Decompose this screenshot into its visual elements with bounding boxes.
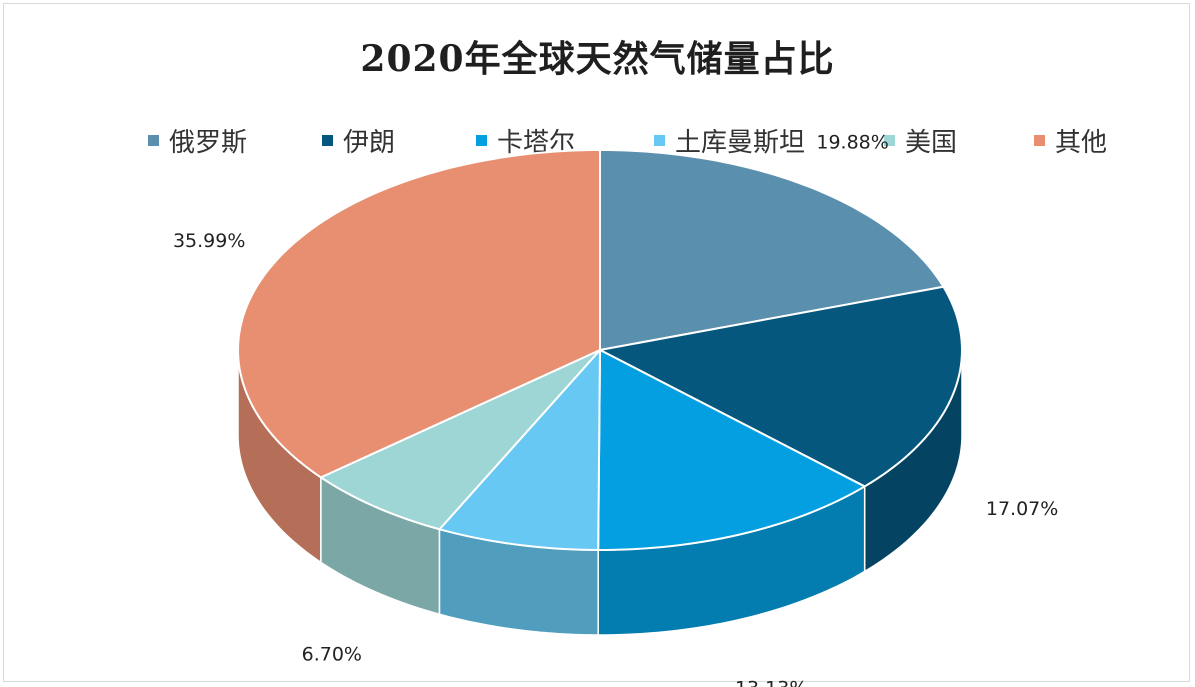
data-label: 19.88% <box>816 132 888 154</box>
legend-swatch <box>1034 135 1045 146</box>
legend-item-other: 其他 <box>1034 122 1107 159</box>
pie-slice <box>597 349 866 551</box>
pie-slice <box>237 149 601 479</box>
legend-label: 俄罗斯 <box>169 128 248 158</box>
pie-slice <box>599 149 945 351</box>
legend-swatch <box>884 135 895 146</box>
legend-swatch <box>148 135 159 146</box>
legend-swatch <box>322 135 333 146</box>
legend-label: 美国 <box>905 128 958 158</box>
legend-swatch <box>476 135 487 146</box>
legend-item-usa: 美国 <box>884 122 957 159</box>
pie-slice <box>319 349 601 531</box>
data-label: 6.70% <box>302 643 362 665</box>
pie-slice <box>599 285 963 488</box>
data-label: 13.13% <box>735 678 807 687</box>
legend-item-turkmenistan: 土库曼斯坦 <box>654 122 805 159</box>
legend-label: 伊朗 <box>343 128 396 158</box>
chart-title: 2020年全球天然气储量占比 <box>360 38 835 80</box>
legend-item-russia: 俄罗斯 <box>148 122 247 159</box>
data-label: 35.99% <box>173 230 245 252</box>
legend-swatch <box>654 135 665 146</box>
chart-legend: 俄罗斯 伊朗 卡塔尔 土库曼斯坦 美国 其他 <box>0 122 1195 162</box>
pie-slice <box>438 349 601 551</box>
data-label: 17.07% <box>986 498 1058 520</box>
legend-label: 土库曼斯坦 <box>675 128 806 158</box>
chart-frame <box>3 3 1190 682</box>
legend-label: 其他 <box>1055 128 1108 158</box>
legend-item-iran: 伊朗 <box>322 122 395 159</box>
